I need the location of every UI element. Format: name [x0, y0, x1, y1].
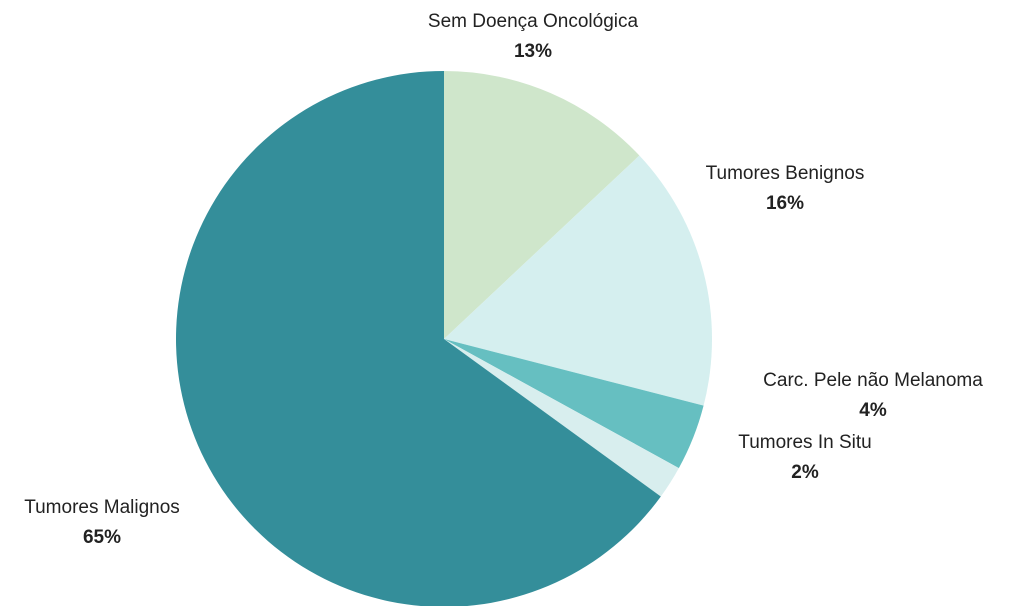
pie-slice [444, 339, 704, 469]
slice-value-label: 65% [83, 527, 121, 548]
slice-label: Tumores Benignos [706, 163, 865, 184]
pie-slice [444, 155, 712, 406]
slice-label: Tumores Malignos [24, 497, 180, 518]
pie-slice [444, 71, 640, 339]
slice-label: Carc. Pele não Melanoma [763, 370, 983, 391]
slice-label: Sem Doença Oncológica [428, 11, 639, 32]
slice-value-label: 16% [766, 193, 804, 214]
slice-value-label: 2% [791, 462, 819, 483]
slice-label: Tumores In Situ [738, 432, 871, 453]
slice-value-label: 4% [859, 400, 887, 421]
pie-slice [444, 339, 679, 497]
slice-value-label: 13% [514, 41, 552, 62]
pie-slice [176, 71, 661, 606]
